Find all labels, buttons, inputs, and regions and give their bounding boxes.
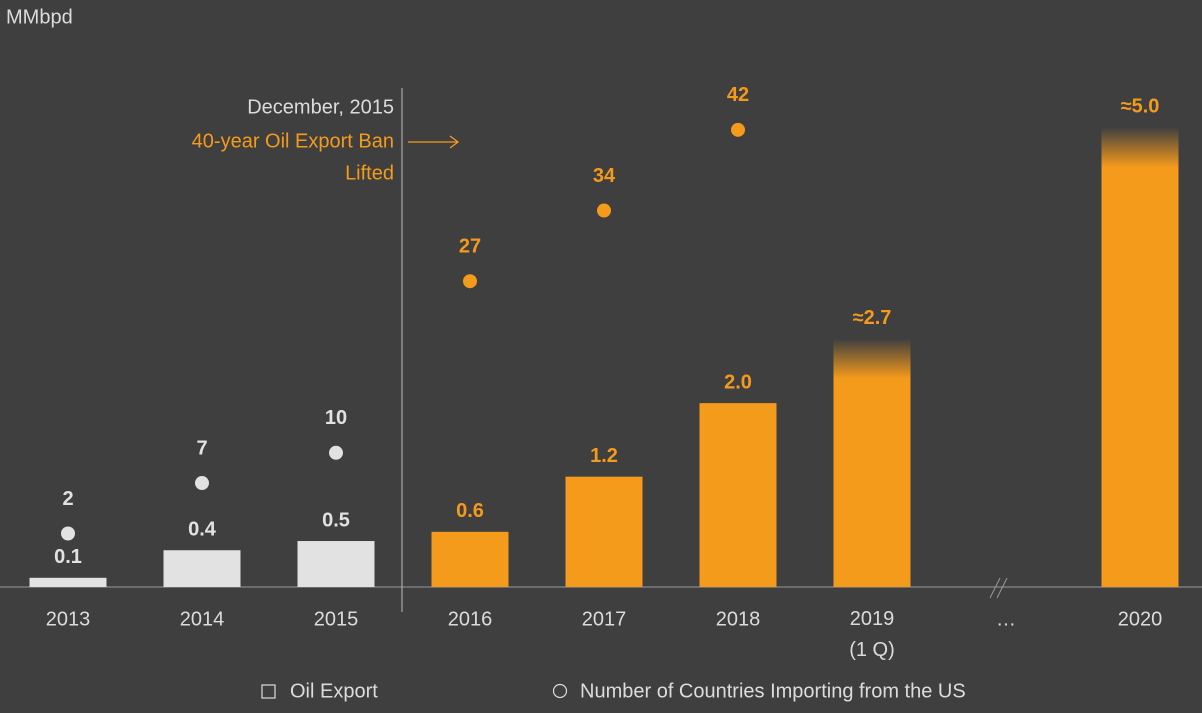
- bar-value-label: 2.0: [724, 371, 752, 393]
- dot-value-label: 27: [459, 235, 481, 257]
- bar-value-label: 1.2: [590, 445, 618, 467]
- annotation-arrow: [408, 135, 460, 149]
- legend-label: Number of Countries Importing from the U…: [580, 680, 966, 702]
- bar-value-label: 0.1: [54, 546, 82, 568]
- bar-value-label: 0.5: [322, 509, 350, 531]
- bar: [833, 338, 911, 587]
- bar: [29, 577, 107, 587]
- dot-value-label: 10: [325, 407, 347, 429]
- x-tick-label: 2014: [180, 608, 225, 630]
- x-tick-label: 2017: [582, 608, 627, 630]
- bar: [565, 476, 643, 587]
- dot: [195, 476, 209, 491]
- bar-value-label: 0.6: [456, 500, 484, 522]
- x-tick-label: 2015: [314, 608, 359, 630]
- bar: [297, 541, 375, 587]
- dot-value-label: 7: [196, 437, 207, 459]
- x-tick-label: …: [996, 608, 1016, 630]
- dot: [731, 122, 745, 137]
- bar: [699, 403, 777, 587]
- dot: [329, 445, 343, 460]
- y-unit-label: MMbpd: [6, 6, 73, 28]
- dot-value-label: 42: [727, 84, 749, 106]
- bar: [431, 531, 509, 587]
- annotation-text: Lifted: [345, 162, 394, 184]
- x-tick-label: 2018: [716, 608, 761, 630]
- legend-swatch: [552, 683, 568, 699]
- dot-value-label: 34: [593, 165, 616, 187]
- annotation-text: 40-year Oil Export Ban: [192, 130, 394, 152]
- bar: [1101, 127, 1179, 588]
- bar-value-label: 0.4: [188, 519, 217, 541]
- annotation-date: December, 2015: [247, 96, 394, 118]
- axis-break: [989, 577, 1008, 599]
- bar: [163, 550, 241, 587]
- x-tick-label: 2019 (1 Q): [849, 608, 895, 661]
- legend-label: Oil Export: [290, 680, 378, 702]
- dot: [61, 526, 75, 541]
- legend-swatch: [261, 684, 276, 699]
- dot: [463, 274, 477, 289]
- dot-value-label: 2: [62, 488, 73, 510]
- x-tick-label: 2013: [46, 608, 91, 630]
- bar-value-label: ≈2.7: [853, 307, 892, 329]
- x-tick-label: 2016: [448, 608, 493, 630]
- x-tick-label: 2020: [1118, 608, 1163, 630]
- bar-value-label: ≈5.0: [1121, 96, 1160, 118]
- dot: [597, 203, 611, 218]
